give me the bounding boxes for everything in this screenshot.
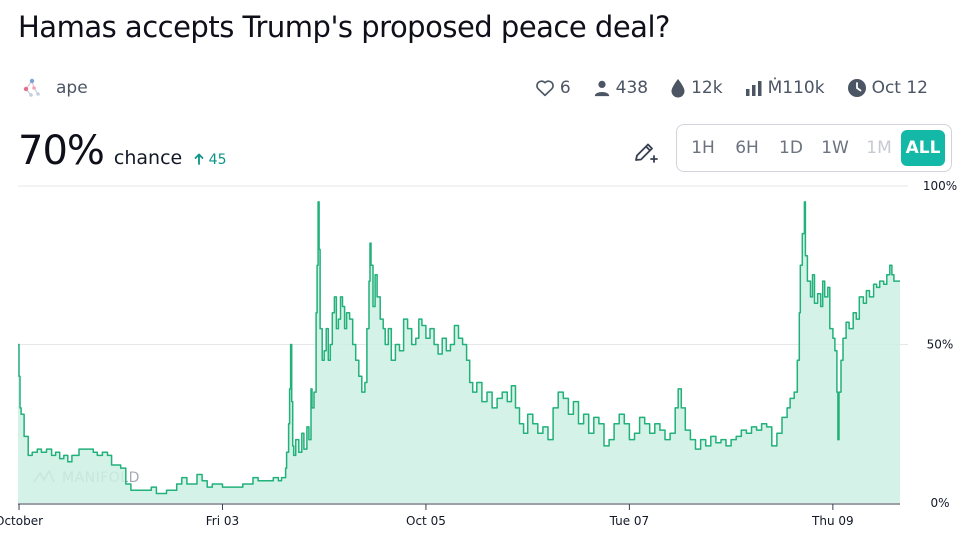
range-1d-button[interactable]: 1D bbox=[779, 138, 803, 158]
close-date: Oct 12 bbox=[871, 78, 928, 98]
probability-change-value: 45 bbox=[208, 152, 227, 168]
probability-display: 70% chance 45 bbox=[18, 128, 227, 174]
liquidity-stat[interactable]: 12k bbox=[670, 78, 723, 98]
x-tick-label: Tue 07 bbox=[609, 514, 650, 528]
range-6h-button[interactable]: 6H bbox=[735, 138, 759, 158]
market-stats: 6 438 12k Ṁ110k Oct 12 bbox=[535, 76, 928, 100]
range-1w-button[interactable]: 1W bbox=[821, 138, 849, 158]
likes-stat[interactable]: 6 bbox=[535, 78, 571, 98]
clock-icon bbox=[847, 79, 866, 97]
creator-name: ape bbox=[56, 78, 88, 98]
edit-chart-button[interactable] bbox=[632, 140, 658, 166]
range-all-button[interactable]: ALL bbox=[901, 130, 945, 166]
heart-icon bbox=[535, 80, 554, 97]
chance-label: chance bbox=[113, 147, 183, 169]
x-tick-label: Thu 09 bbox=[811, 514, 854, 528]
arrow-up-icon bbox=[194, 153, 204, 165]
volume-amount: Ṁ110k bbox=[767, 78, 825, 98]
range-1h-button[interactable]: 1H bbox=[691, 138, 715, 158]
bar-chart-icon bbox=[745, 81, 762, 96]
y-tick-label: 0% bbox=[930, 496, 949, 510]
traders-count: 438 bbox=[615, 78, 649, 98]
x-tick-label: Oct 05 bbox=[406, 514, 446, 528]
traders-stat[interactable]: 438 bbox=[593, 78, 648, 98]
market-title: Hamas accepts Trump's proposed peace dea… bbox=[18, 10, 670, 44]
close-date-stat[interactable]: Oct 12 bbox=[847, 78, 928, 98]
probability-area bbox=[18, 201, 900, 503]
probability-line bbox=[18, 201, 900, 495]
x-tick-label: October bbox=[0, 514, 43, 528]
range-1m-button: 1M bbox=[866, 138, 892, 158]
time-range-selector: 1H 6H 1D 1W 1M ALL bbox=[676, 124, 952, 172]
probability-change: 45 bbox=[194, 152, 227, 168]
liquidity-amount: 12k bbox=[691, 78, 723, 98]
volume-stat[interactable]: Ṁ110k bbox=[745, 78, 825, 98]
x-tick-label: Fri 03 bbox=[206, 514, 239, 528]
likes-count: 6 bbox=[559, 78, 571, 98]
y-tick-label: 50% bbox=[927, 338, 954, 352]
user-icon bbox=[594, 80, 609, 97]
y-tick-label: 100% bbox=[923, 179, 957, 193]
droplet-icon bbox=[671, 79, 685, 98]
probability-value: 70% bbox=[18, 128, 105, 174]
pencil-plus-icon bbox=[635, 143, 658, 163]
creator-link[interactable]: ape bbox=[22, 76, 88, 100]
molecule-avatar-icon bbox=[23, 78, 40, 97]
